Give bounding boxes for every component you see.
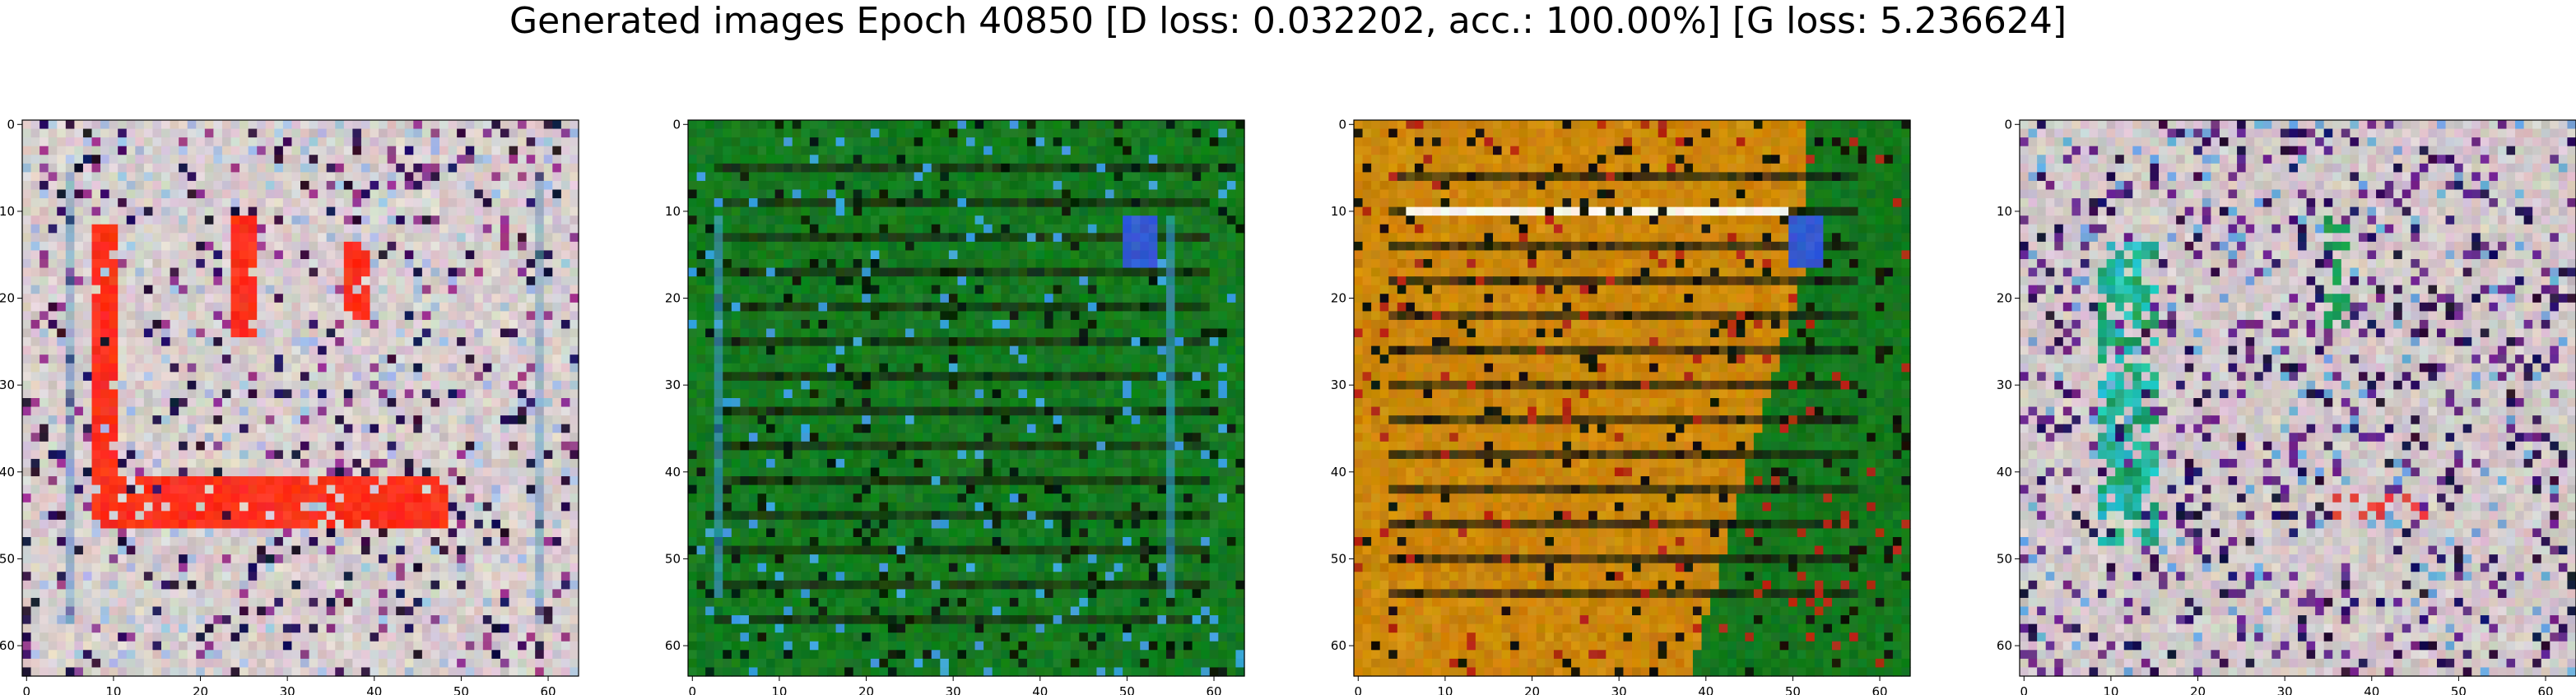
x-tick-label: 0 bbox=[23, 684, 31, 695]
image-panel-1: 0 10 20 30 40 50 60 0 10 20 30 40 50 60 bbox=[0, 117, 579, 695]
y-tick-label: 30 bbox=[0, 378, 15, 392]
y-tick-label: 20 bbox=[1997, 291, 2012, 306]
x-tick-label: 50 bbox=[1119, 684, 1135, 695]
x-tick-label: 40 bbox=[1698, 684, 1713, 695]
y-tick-label: 40 bbox=[1997, 465, 2012, 480]
x-tick-label: 60 bbox=[2537, 684, 2553, 695]
y-tick-label: 60 bbox=[665, 638, 681, 653]
x-tick-label: 20 bbox=[858, 684, 874, 695]
x-tick-label: 0 bbox=[1355, 684, 1363, 695]
y-tick-label: 50 bbox=[1997, 551, 2012, 566]
x-tick-label: 20 bbox=[2190, 684, 2206, 695]
y-tick-label: 0 bbox=[1338, 117, 1346, 132]
y-tick-label: 10 bbox=[1997, 204, 2012, 219]
generated-image-4 bbox=[2020, 120, 2576, 677]
generated-image-1 bbox=[22, 120, 579, 677]
y-tick-label: 60 bbox=[1997, 638, 2012, 653]
y-tick-label: 50 bbox=[1331, 551, 1346, 566]
x-tick-label: 60 bbox=[540, 684, 556, 695]
y-tick-label: 50 bbox=[0, 551, 15, 566]
y-tick-label: 30 bbox=[665, 378, 681, 392]
y-tick-label: 0 bbox=[7, 117, 15, 132]
y-tick-label: 60 bbox=[1331, 638, 1346, 653]
x-tick-label: 40 bbox=[2364, 684, 2379, 695]
x-tick-label: 50 bbox=[2451, 684, 2467, 695]
x-tick-label: 40 bbox=[1032, 684, 1048, 695]
axes-frame bbox=[2019, 119, 2576, 677]
x-tick-label: 0 bbox=[689, 684, 697, 695]
generated-image-3 bbox=[1354, 120, 1911, 677]
y-tick-label: 10 bbox=[1331, 204, 1346, 219]
x-tick-label: 10 bbox=[2103, 684, 2118, 695]
y-tick-label: 30 bbox=[1997, 378, 2012, 392]
y-tick-label: 50 bbox=[665, 551, 681, 566]
x-tick-label: 30 bbox=[2277, 684, 2293, 695]
x-tick-label: 40 bbox=[366, 684, 382, 695]
figure-title: Generated images Epoch 40850 [D loss: 0.… bbox=[509, 0, 2067, 42]
x-tick-label: 30 bbox=[946, 684, 961, 695]
y-tick-label: 0 bbox=[2004, 117, 2012, 132]
y-tick-label: 40 bbox=[1331, 465, 1346, 480]
x-tick-label: 50 bbox=[1785, 684, 1801, 695]
axes-frame bbox=[687, 119, 1245, 677]
y-tick-label: 0 bbox=[672, 117, 681, 132]
x-tick-label: 10 bbox=[771, 684, 787, 695]
y-tick-label: 40 bbox=[0, 465, 15, 480]
image-panel-2: 0 10 20 30 40 50 60 0 10 20 30 40 50 60 bbox=[665, 117, 1245, 695]
x-tick-label: 20 bbox=[1524, 684, 1540, 695]
x-tick-label: 20 bbox=[193, 684, 208, 695]
y-tick-label: 10 bbox=[0, 204, 15, 219]
y-tick-label: 30 bbox=[1331, 378, 1346, 392]
x-tick-label: 30 bbox=[1611, 684, 1627, 695]
y-tick-label: 10 bbox=[665, 204, 681, 219]
x-tick-label: 10 bbox=[1437, 684, 1453, 695]
image-panel-3: 0 10 20 30 40 50 60 0 10 20 30 40 50 60 bbox=[1331, 117, 1911, 695]
axes-frame bbox=[1353, 119, 1911, 677]
x-tick-label: 30 bbox=[280, 684, 295, 695]
y-tick-label: 20 bbox=[1331, 291, 1346, 306]
x-tick-label: 60 bbox=[1206, 684, 1221, 695]
generated-image-2 bbox=[688, 120, 1245, 677]
x-tick-label: 0 bbox=[2020, 684, 2029, 695]
image-panel-4: 0 10 20 30 40 50 60 0 10 20 30 40 50 60 bbox=[1997, 117, 2576, 695]
x-tick-label: 10 bbox=[105, 684, 121, 695]
x-tick-label: 50 bbox=[453, 684, 469, 695]
y-tick-label: 20 bbox=[0, 291, 15, 306]
y-tick-label: 60 bbox=[0, 638, 15, 653]
y-tick-label: 40 bbox=[665, 465, 681, 480]
y-tick-label: 20 bbox=[665, 291, 681, 306]
axes-frame bbox=[21, 119, 579, 677]
x-tick-label: 60 bbox=[1872, 684, 1887, 695]
